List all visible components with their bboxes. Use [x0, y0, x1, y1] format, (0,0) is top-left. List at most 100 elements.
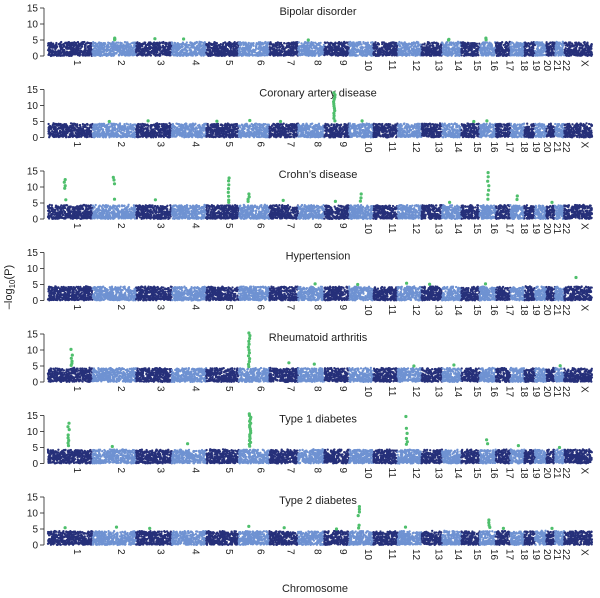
snp-point: [98, 45, 100, 47]
snp-point: [332, 48, 334, 50]
snp-point: [98, 49, 100, 51]
snp-point: [439, 44, 441, 46]
snp-point: [137, 54, 139, 56]
snp-point: [524, 41, 526, 43]
snp-point: [292, 41, 294, 43]
snp-point: [472, 53, 474, 55]
snp-point: [147, 51, 149, 53]
snp-point: [113, 54, 115, 56]
snp-point: [418, 49, 420, 51]
snp-point: [218, 46, 220, 48]
snp-point: [509, 53, 511, 55]
chromosome-label: 5: [223, 60, 234, 66]
snp-point: [491, 49, 493, 51]
snp-point: [105, 55, 107, 57]
snp-point: [96, 51, 98, 53]
snp-point: [427, 52, 429, 54]
snp-point: [159, 45, 161, 47]
snp-point: [176, 50, 178, 52]
snp-point: [50, 54, 52, 56]
snp-point: [403, 53, 405, 55]
snp-point: [400, 41, 402, 43]
snp-point: [351, 54, 353, 56]
snp-point: [479, 45, 481, 47]
snp-point: [47, 44, 49, 46]
snp-point: [534, 41, 536, 43]
snp-point: [484, 43, 486, 45]
snp-point: [326, 50, 328, 52]
snp-point: [579, 44, 581, 46]
snp-point: [114, 43, 116, 45]
snp-point: [109, 49, 111, 51]
snp-point: [405, 50, 407, 52]
snp-point: [48, 50, 50, 52]
snp-point: [462, 45, 464, 47]
snp-point: [68, 47, 70, 49]
snp-point: [74, 52, 76, 54]
snp-point: [211, 44, 213, 46]
snp-point: [421, 54, 423, 56]
snp-point: [407, 48, 409, 50]
snp-point: [551, 47, 553, 49]
snp-point: [84, 43, 86, 45]
snp-point: [88, 48, 90, 50]
snp-point: [66, 44, 68, 46]
snp-point: [228, 41, 230, 43]
snp-point: [130, 45, 132, 47]
snp-point: [330, 47, 332, 49]
snp-point: [137, 49, 139, 51]
snp-point: [122, 47, 124, 49]
chromosome-3-points: [135, 41, 173, 57]
snp-point: [331, 53, 333, 55]
snp-point: [233, 48, 235, 50]
snp-point: [261, 54, 263, 56]
snp-point: [578, 47, 580, 49]
chromosome-label: 17: [504, 60, 515, 72]
y-tick-label: 10: [27, 20, 39, 31]
snp-point: [571, 49, 573, 51]
snp-point: [137, 45, 139, 47]
snp-point: [109, 43, 111, 45]
snp-point: [66, 54, 68, 56]
snp-point: [582, 51, 584, 53]
snp-point: [557, 54, 559, 56]
chromosome-10-points: [348, 41, 375, 57]
snp-point: [108, 52, 110, 54]
snp-point: [481, 43, 483, 45]
snp-point: [238, 43, 240, 45]
snp-point: [378, 52, 380, 54]
snp-point: [503, 44, 505, 46]
snp-point: [490, 46, 492, 48]
snp-point: [328, 42, 330, 44]
snp-point: [454, 44, 456, 46]
snp-point: [261, 47, 263, 49]
snp-point: [176, 54, 178, 56]
snp-point: [534, 50, 536, 52]
snp-point: [374, 50, 376, 52]
snp-point: [167, 54, 169, 56]
snp-point: [119, 47, 121, 49]
snp-point: [506, 45, 508, 47]
snp-point: [159, 42, 161, 44]
snp-point: [78, 43, 80, 45]
snp-point: [141, 45, 143, 47]
snp-point: [124, 46, 126, 48]
snp-point: [373, 42, 375, 44]
snp-point: [338, 41, 340, 43]
snp-point: [561, 51, 563, 53]
snp-point: [519, 50, 521, 52]
snp-point: [345, 51, 347, 53]
snp-point: [57, 51, 59, 53]
snp-point: [241, 54, 243, 56]
snp-point: [60, 46, 62, 48]
snp-point: [101, 54, 103, 56]
snp-point: [73, 48, 75, 50]
snp-point: [447, 46, 449, 48]
snp-point: [362, 46, 364, 48]
snp-point: [246, 45, 248, 47]
snp-point: [364, 49, 366, 51]
snp-point: [495, 42, 497, 44]
snp-point: [464, 50, 466, 52]
snp-point: [195, 54, 197, 56]
snp-point: [164, 43, 166, 45]
